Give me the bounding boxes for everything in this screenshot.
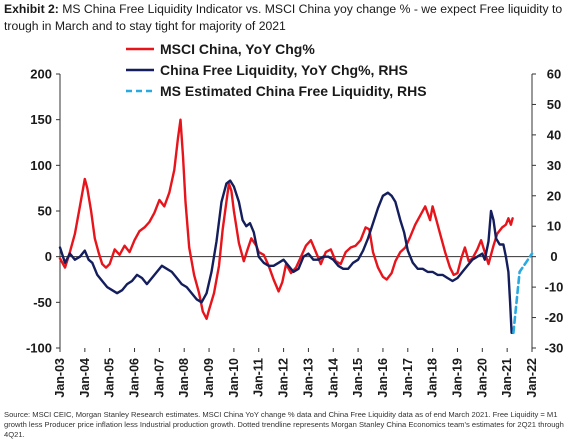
x-tick-label: Jan-18 [426,358,440,398]
chart-svg: -100-50050100150200-30-20-10010203040506… [26,41,563,398]
right-tick-label: -20 [545,310,564,325]
chart-series [58,118,534,335]
x-tick-label: Jan-17 [401,358,415,398]
right-tick-label: 50 [547,97,561,112]
left-tick-label: -50 [33,295,52,310]
legend-label: China Free Liquidity, YoY Chg%, RHS [160,62,408,78]
x-tick-label: Jan-06 [128,358,142,398]
x-tick-label: Jan-07 [152,358,166,398]
x-tick-label: Jan-03 [53,358,67,398]
x-tick-label: Jan-12 [277,358,291,398]
chart-source-note: Source: MSCI CEIC, Morgan Stanley Resear… [4,410,564,439]
x-tick-label: Jan-04 [78,358,92,398]
exhibit-title: MS China Free Liquidity Indicator vs. MS… [4,2,563,33]
right-tick-label: 40 [547,127,561,142]
x-tick-label: Jan-19 [450,358,464,398]
x-tick-label: Jan-16 [376,358,390,398]
left-tick-label: 0 [45,249,52,264]
x-tick-label: Jan-15 [351,358,365,398]
legend-label: MS Estimated China Free Liquidity, RHS [160,83,427,99]
x-tick-label: Jan-09 [202,358,216,398]
x-tick-label: Jan-05 [103,358,117,398]
right-tick-label: 20 [547,188,561,203]
chart-axes: -100-50050100150200-30-20-10010203040506… [26,67,563,398]
right-tick-label: -10 [545,280,564,295]
right-tick-label: 10 [547,219,561,234]
x-tick-label: Jan-11 [252,358,266,397]
series-line-3 [512,252,534,335]
right-tick-label: -30 [545,341,564,356]
x-tick-label: Jan-22 [525,358,539,398]
series-line-2 [58,179,515,334]
right-tick-label: 0 [550,249,557,264]
left-tick-label: 100 [30,158,52,173]
series-line-1 [58,118,514,320]
x-tick-label: Jan-21 [500,358,514,398]
exhibit-label: Exhibit 2: [4,2,59,16]
right-tick-label: 30 [547,158,561,173]
left-tick-label: 150 [30,112,52,127]
x-tick-label: Jan-08 [177,358,191,398]
left-tick-label: -100 [26,341,52,356]
left-tick-label: 200 [30,67,52,82]
x-tick-label: Jan-14 [326,358,340,398]
left-tick-label: 50 [38,204,52,219]
x-tick-label: Jan-10 [227,358,241,398]
chart-legend: MSCI China, YoY Chg% China Free Liquidity… [126,41,427,99]
x-tick-label: Jan-13 [301,358,315,398]
chart-title: Exhibit 2: MS China Free Liquidity Indic… [4,1,580,35]
legend-label: MSCI China, YoY Chg% [160,41,315,57]
right-tick-label: 60 [547,67,561,82]
x-tick-label: Jan-20 [475,358,489,398]
